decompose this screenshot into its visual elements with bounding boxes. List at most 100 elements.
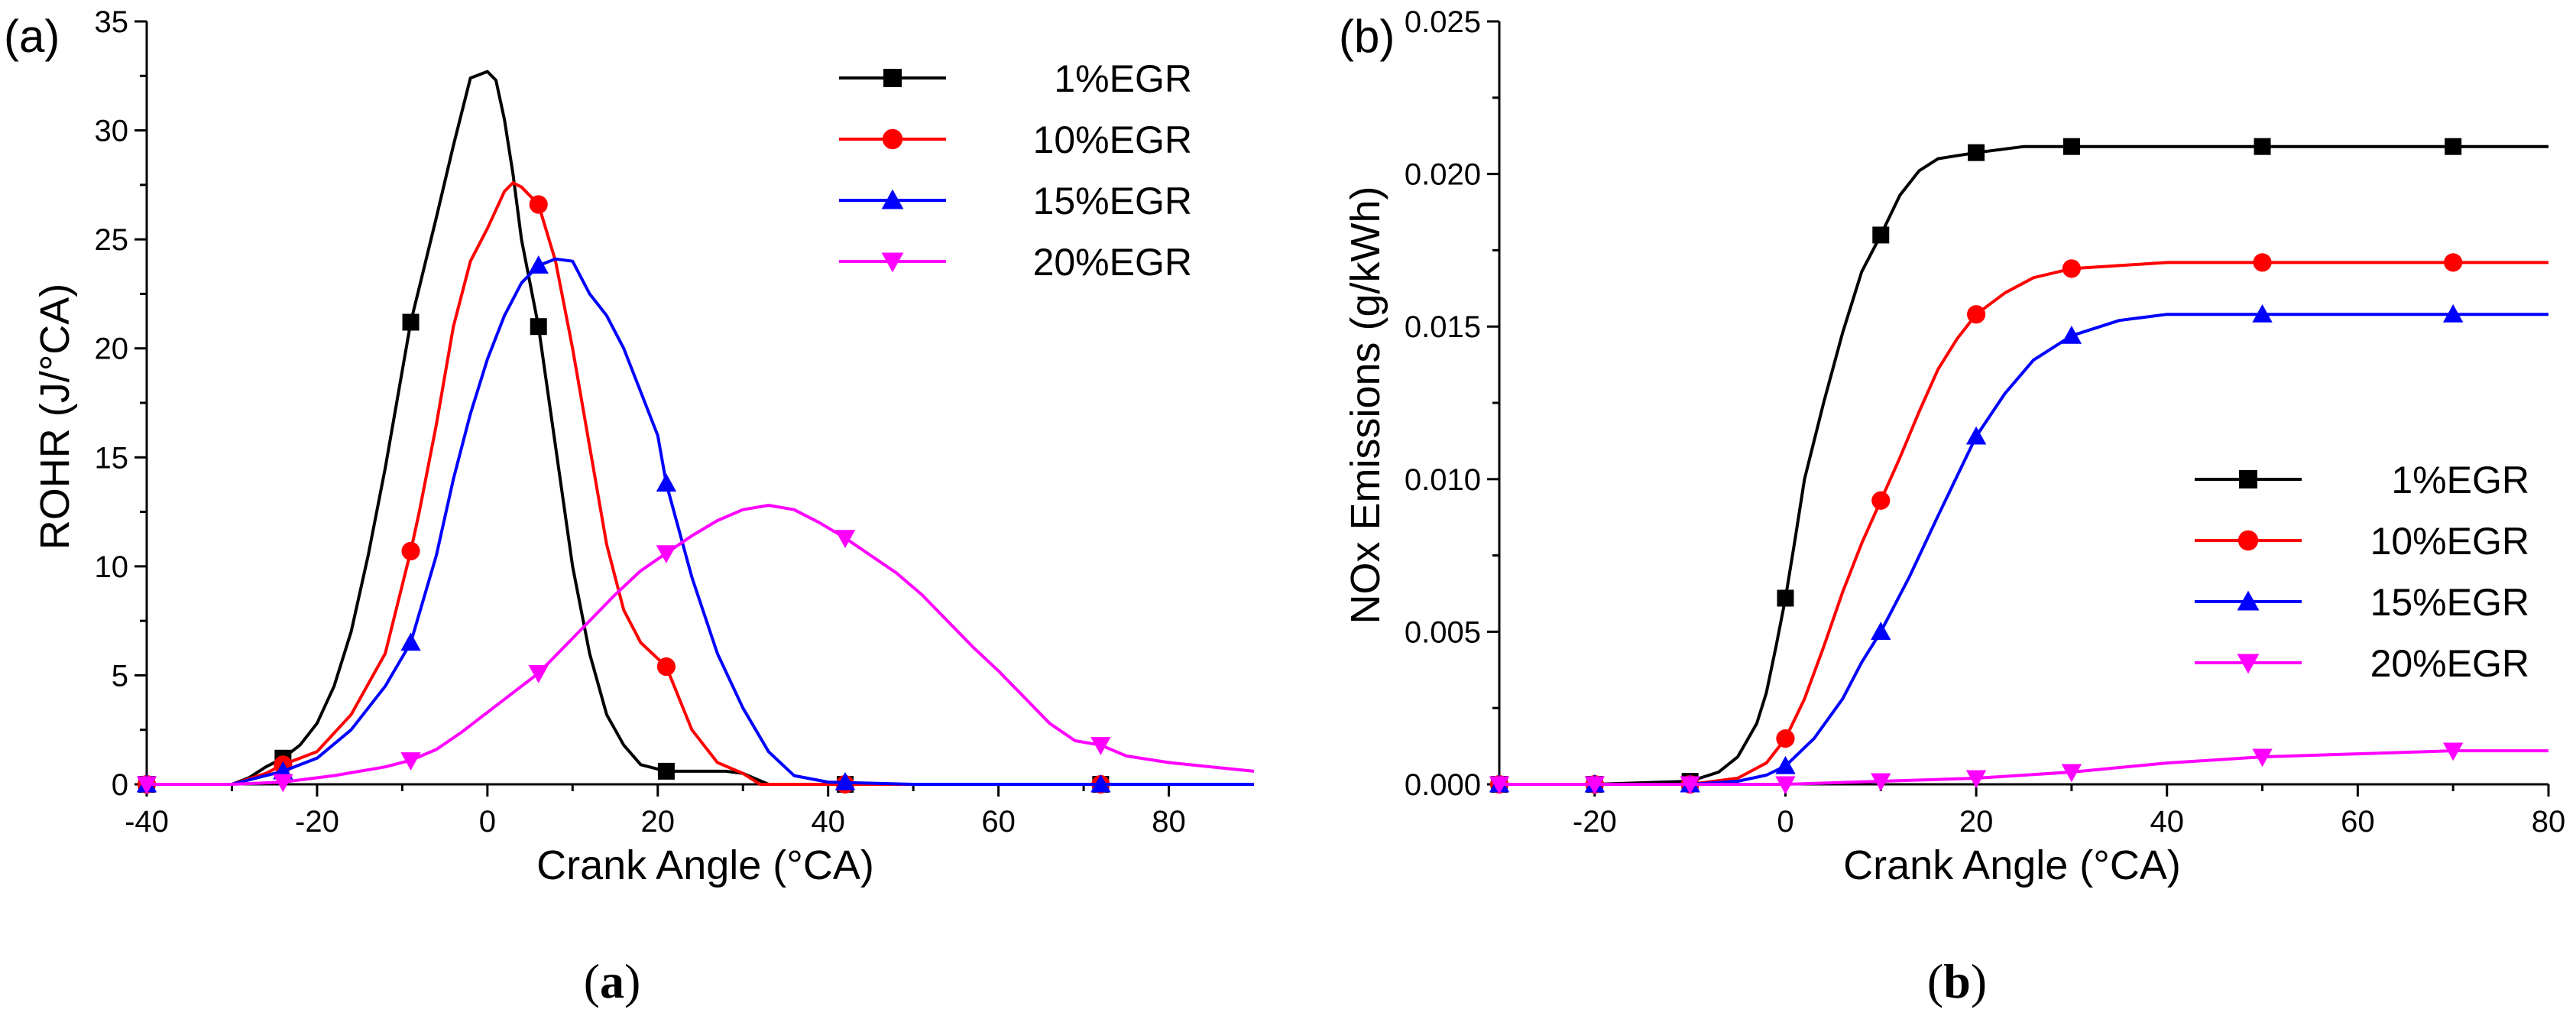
panel-a-series-20-egr [136,504,1255,795]
panel-a-data-point-1-egr [530,318,547,336]
panel-a-caption: (a) [584,954,641,1008]
panel-a-caption-close: ) [624,954,640,1008]
panel-a-legend-marker-10-egr [882,128,903,150]
panel-b-data-point-1-egr [1872,226,1890,244]
panel-b-data-point-10-egr [2062,259,2082,278]
panel-b-data-point-20-egr [1871,773,1891,792]
panel-b-series-20-egr [1489,742,2548,795]
panel-b-y-tick-label: 0.020 [1405,158,1481,192]
panel-a-x-tick-label: -40 [125,805,169,839]
panel-a-x-tick-label: -20 [295,805,339,839]
panel-a-series-line-15-egr [147,257,1254,786]
panel-b-legend-item-15-egr: 15%EGR [2195,581,2529,624]
panel-b-legend-marker-10-egr [2237,530,2259,551]
panel-b-y-tick-label: 0.000 [1405,768,1481,802]
panel-b-series-line-20-egr [1499,749,2548,786]
panel-b-data-point-15-egr [2252,304,2273,323]
panel-a-data-point-10-egr [529,195,548,214]
panel-a-series-line-10-egr [147,181,1254,786]
panel-b-x-tick-label: 80 [2532,805,2566,839]
panel-a-legend-item-1-egr: 1%EGR [839,57,1192,100]
panel-a-x-tick-label: 40 [811,805,845,839]
panel-b-data-point-15-egr [2442,304,2464,323]
panel-a-data-point-20-egr [528,665,549,683]
panel-a-series-line-20-egr [147,504,1255,786]
panel-b-data-point-10-egr [1776,729,1795,748]
panel-b-data-point-20-egr [1965,770,1987,789]
panel-a-legend-marker-1-egr [883,69,902,87]
panel-a-data-point-20-egr [136,776,157,795]
panel-b-data-point-15-egr [1965,426,1987,445]
panel-a-legend: 1%EGR 10%EGR 15%EGR 20%EGR [839,57,1192,284]
panel-b-axes: -20 0 20 40 60 80 0.000 0.005 0.010 0.015 0.020 0.0… [1405,5,2565,839]
panel-b-data-point-10-egr [1966,305,1986,324]
panel-b-data-point-20-egr [1584,776,1606,795]
panel-a-data-point-15-egr [834,771,856,790]
panel-b-series-line-10-egr [1499,261,2548,786]
panel-a-data-point-15-egr [656,473,677,492]
panel-b-legend-item-1-egr: 1%EGR [2195,459,2529,501]
panel-a-legend-item-15-egr: 15%EGR [839,180,1192,222]
panel-b-data-point-1-egr [2062,138,2080,155]
panel-a-legend-marker-15-egr [881,189,904,209]
panel-a-data-point-15-egr [400,632,421,651]
panel-b-x-tick-label: 60 [2341,805,2375,839]
panel-b-x-axis-title: Crank Angle (°CA) [1843,842,2181,888]
panel-a-x-axis-title: Crank Angle (°CA) [536,842,874,888]
panel-a-y-tick-label: 20 [95,333,129,366]
panel-a-data-point-20-egr [1090,737,1111,755]
panel-b-legend: 1%EGR 10%EGR 15%EGR 20%EGR [2195,459,2529,685]
panel-a-y-tick-label: 5 [112,659,128,693]
panel-b-caption-letter: b [1943,954,1971,1008]
panel-a-y-tick-label: 10 [95,550,129,584]
panel-b-nox-chart: (b) -20 0 20 40 60 80 0.000 0.005 0.010 0.015 0.02… [1339,5,2565,1008]
panel-a-data-point-20-egr [273,774,293,793]
panel-b-tag: (b) [1339,11,1395,62]
panel-b-legend-marker-15-egr [2237,590,2260,611]
panel-a-data-point-15-egr [528,255,549,274]
panel-a-legend-item-10-egr: 10%EGR [839,118,1192,161]
panel-a-legend-label-20-egr: 20%EGR [1033,241,1192,284]
panel-b-data-point-15-egr [1871,621,1891,640]
panel-a-y-tick-label: 35 [95,5,129,39]
panel-a-y-tick-label: 25 [95,223,129,257]
panel-b-y-tick-label: 0.005 [1405,615,1481,649]
panel-a-caption-letter: a [600,954,624,1008]
panel-b-x-tick-label: 40 [2150,805,2184,839]
panel-b-data-point-1-egr [2445,138,2462,155]
panel-b-data-point-1-egr [1968,144,1985,161]
panel-b-x-tick-label: -20 [1573,805,1617,839]
panel-b-x-tick-label: 0 [1777,805,1793,839]
panel-b-legend-marker-20-egr [2237,654,2260,674]
panel-b-data-point-10-egr [1871,491,1891,510]
panel-b-data-point-1-egr [2254,138,2271,155]
panel-b-legend-label-10-egr: 10%EGR [2370,520,2529,563]
panel-a-data-point-20-egr [400,752,421,771]
panel-b-data-point-20-egr [2252,748,2273,767]
panel-b-y-tick-label: 0.015 [1405,310,1481,344]
panel-b-x-tick-label: 20 [1959,805,1994,839]
panel-b-data-point-1-egr [1777,589,1794,607]
panel-b-data-point-10-egr [2253,253,2272,272]
panel-a-series [136,70,1255,795]
panel-a-data-point-20-egr [834,530,856,548]
panel-a-legend-label-10-egr: 10%EGR [1033,118,1192,161]
panel-a-data-point-15-egr [1090,774,1111,793]
panel-b-series-1-egr [1491,138,2548,793]
panel-a-data-point-1-egr [657,762,675,780]
panel-a-y-tick-label: 30 [95,115,129,148]
panel-b-series-line-15-egr [1499,313,2548,786]
panel-a-axes: -40 -20 0 20 40 60 80 0 5 10 15 20 25 30 35 [95,5,1254,839]
panel-b-legend-label-15-egr: 15%EGR [2370,581,2529,624]
panel-a-x-tick-label: 0 [479,805,496,839]
panel-b-data-point-20-egr [2061,764,2082,783]
panel-b-data-point-15-egr [2061,325,2082,344]
panel-b-legend-item-20-egr: 20%EGR [2195,642,2529,685]
panel-b-data-point-20-egr [1775,776,1796,795]
panel-a-x-tick-label: 80 [1152,805,1186,839]
panel-b-data-point-15-egr [1775,755,1796,774]
panel-a-series-line-1-egr [147,70,1254,786]
panel-b-series-line-1-egr [1499,144,2548,786]
